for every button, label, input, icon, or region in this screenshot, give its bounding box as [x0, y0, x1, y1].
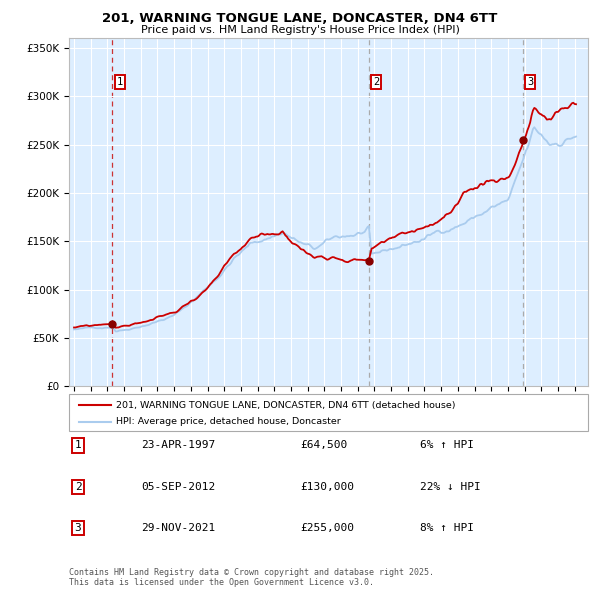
Text: 201, WARNING TONGUE LANE, DONCASTER, DN4 6TT (detached house): 201, WARNING TONGUE LANE, DONCASTER, DN4…	[116, 401, 455, 409]
Text: 2: 2	[373, 77, 379, 87]
Text: HPI: Average price, detached house, Doncaster: HPI: Average price, detached house, Donc…	[116, 417, 340, 426]
Text: 2: 2	[74, 482, 82, 491]
Text: Contains HM Land Registry data © Crown copyright and database right 2025.
This d: Contains HM Land Registry data © Crown c…	[69, 568, 434, 587]
FancyBboxPatch shape	[69, 394, 588, 431]
Text: £64,500: £64,500	[300, 441, 347, 450]
Text: Price paid vs. HM Land Registry's House Price Index (HPI): Price paid vs. HM Land Registry's House …	[140, 25, 460, 35]
Text: 23-APR-1997: 23-APR-1997	[141, 441, 215, 450]
Text: £130,000: £130,000	[300, 482, 354, 491]
Text: 22% ↓ HPI: 22% ↓ HPI	[420, 482, 481, 491]
Text: 29-NOV-2021: 29-NOV-2021	[141, 523, 215, 533]
Text: 1: 1	[74, 441, 82, 450]
Text: £255,000: £255,000	[300, 523, 354, 533]
Text: 3: 3	[527, 77, 533, 87]
Text: 1: 1	[116, 77, 123, 87]
Text: 8% ↑ HPI: 8% ↑ HPI	[420, 523, 474, 533]
Text: 3: 3	[74, 523, 82, 533]
Text: 05-SEP-2012: 05-SEP-2012	[141, 482, 215, 491]
Text: 6% ↑ HPI: 6% ↑ HPI	[420, 441, 474, 450]
Text: 201, WARNING TONGUE LANE, DONCASTER, DN4 6TT: 201, WARNING TONGUE LANE, DONCASTER, DN4…	[103, 12, 497, 25]
